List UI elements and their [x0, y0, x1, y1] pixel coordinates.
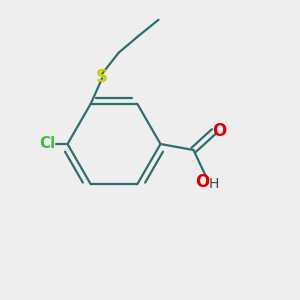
- Text: H: H: [209, 178, 219, 191]
- Text: O: O: [212, 122, 226, 140]
- Text: Cl: Cl: [40, 136, 56, 152]
- Text: O: O: [195, 173, 210, 191]
- Text: S: S: [96, 68, 108, 86]
